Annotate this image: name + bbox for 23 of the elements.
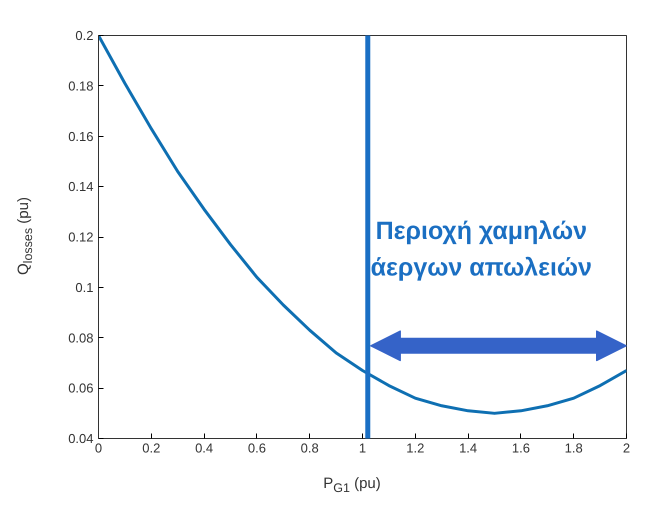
y-tick-label: 0.14	[68, 179, 94, 194]
y-tick-label: 0.06	[68, 380, 94, 396]
annotation: Περιοχή χαμηλών άεργων απωλειών	[370, 216, 592, 282]
y-tick-label: 0.04	[68, 431, 94, 446]
x-tick-label: 1.8	[564, 440, 583, 456]
x-tick-label: 0.2	[142, 440, 160, 456]
x-tick-label: 0.6	[248, 440, 266, 456]
y-tick-label: 0.08	[68, 330, 94, 346]
y-tick-label: 0.18	[68, 78, 94, 94]
x-tick-label: 1.2	[406, 440, 424, 456]
y-tick-label: 0.12	[68, 230, 94, 244]
y-tick-label: 0.1	[75, 280, 94, 295]
x-tick-label: 2	[622, 440, 630, 456]
x-tick-label: 1.4	[459, 440, 478, 456]
y-tick-label: 0.16	[68, 128, 94, 144]
x-tick-label: 0.8	[300, 440, 319, 456]
line-series	[98, 36, 626, 415]
x-tick-label: 1.6	[512, 440, 530, 456]
y-tick-label: 0.2	[75, 28, 94, 43]
x-tick-label: 0.4	[195, 440, 214, 456]
x-tick-label: 1	[358, 440, 366, 456]
x-tick-label: 0	[94, 440, 102, 456]
x-axis-title: P$_{G1}$ (pu)	[323, 474, 381, 497]
